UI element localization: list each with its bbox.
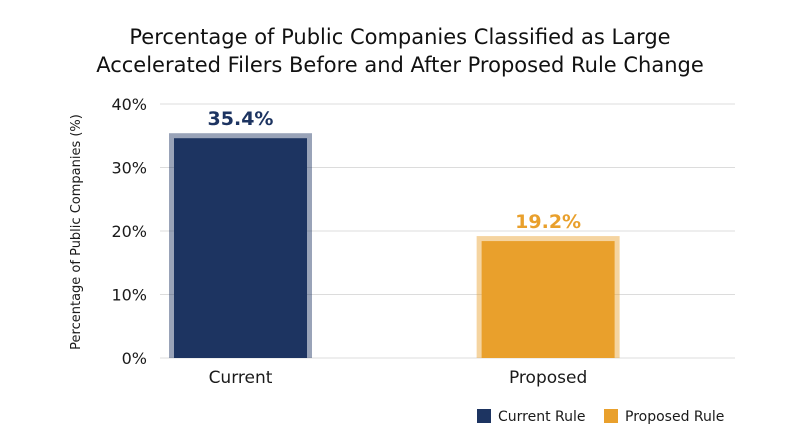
y-tick-label: 40% xyxy=(111,95,147,114)
data-label-current: 35.4% xyxy=(208,108,274,130)
bars xyxy=(169,133,620,358)
legend-swatch xyxy=(477,409,491,423)
legend: Current Rule Proposed Rule xyxy=(477,409,724,425)
legend-label: Proposed Rule xyxy=(625,409,724,425)
y-tick-label: 20% xyxy=(111,222,147,241)
data-labels: 35.4% 19.2% xyxy=(208,108,582,233)
legend-label: Current Rule xyxy=(498,409,586,425)
y-tick-label: 0% xyxy=(122,349,147,368)
y-tick-label: 30% xyxy=(111,159,147,178)
bar-current xyxy=(174,138,307,358)
chart-title-line-2: Accelerated Filers Before and After Prop… xyxy=(96,53,704,77)
x-axis-categories: Current Proposed xyxy=(209,368,588,388)
chart-title-line-1: Percentage of Public Companies Classifie… xyxy=(129,25,670,49)
data-label-proposed: 19.2% xyxy=(515,211,581,233)
bar-proposed xyxy=(481,241,615,358)
legend-swatch xyxy=(604,409,618,423)
y-axis-ticks: 0% 10% 20% 30% 40% xyxy=(111,95,147,368)
category-label-current: Current xyxy=(209,368,273,388)
y-axis-title: Percentage of Public Companies (%) xyxy=(69,114,84,350)
category-label-proposed: Proposed xyxy=(509,368,587,388)
y-tick-label: 10% xyxy=(111,286,147,305)
